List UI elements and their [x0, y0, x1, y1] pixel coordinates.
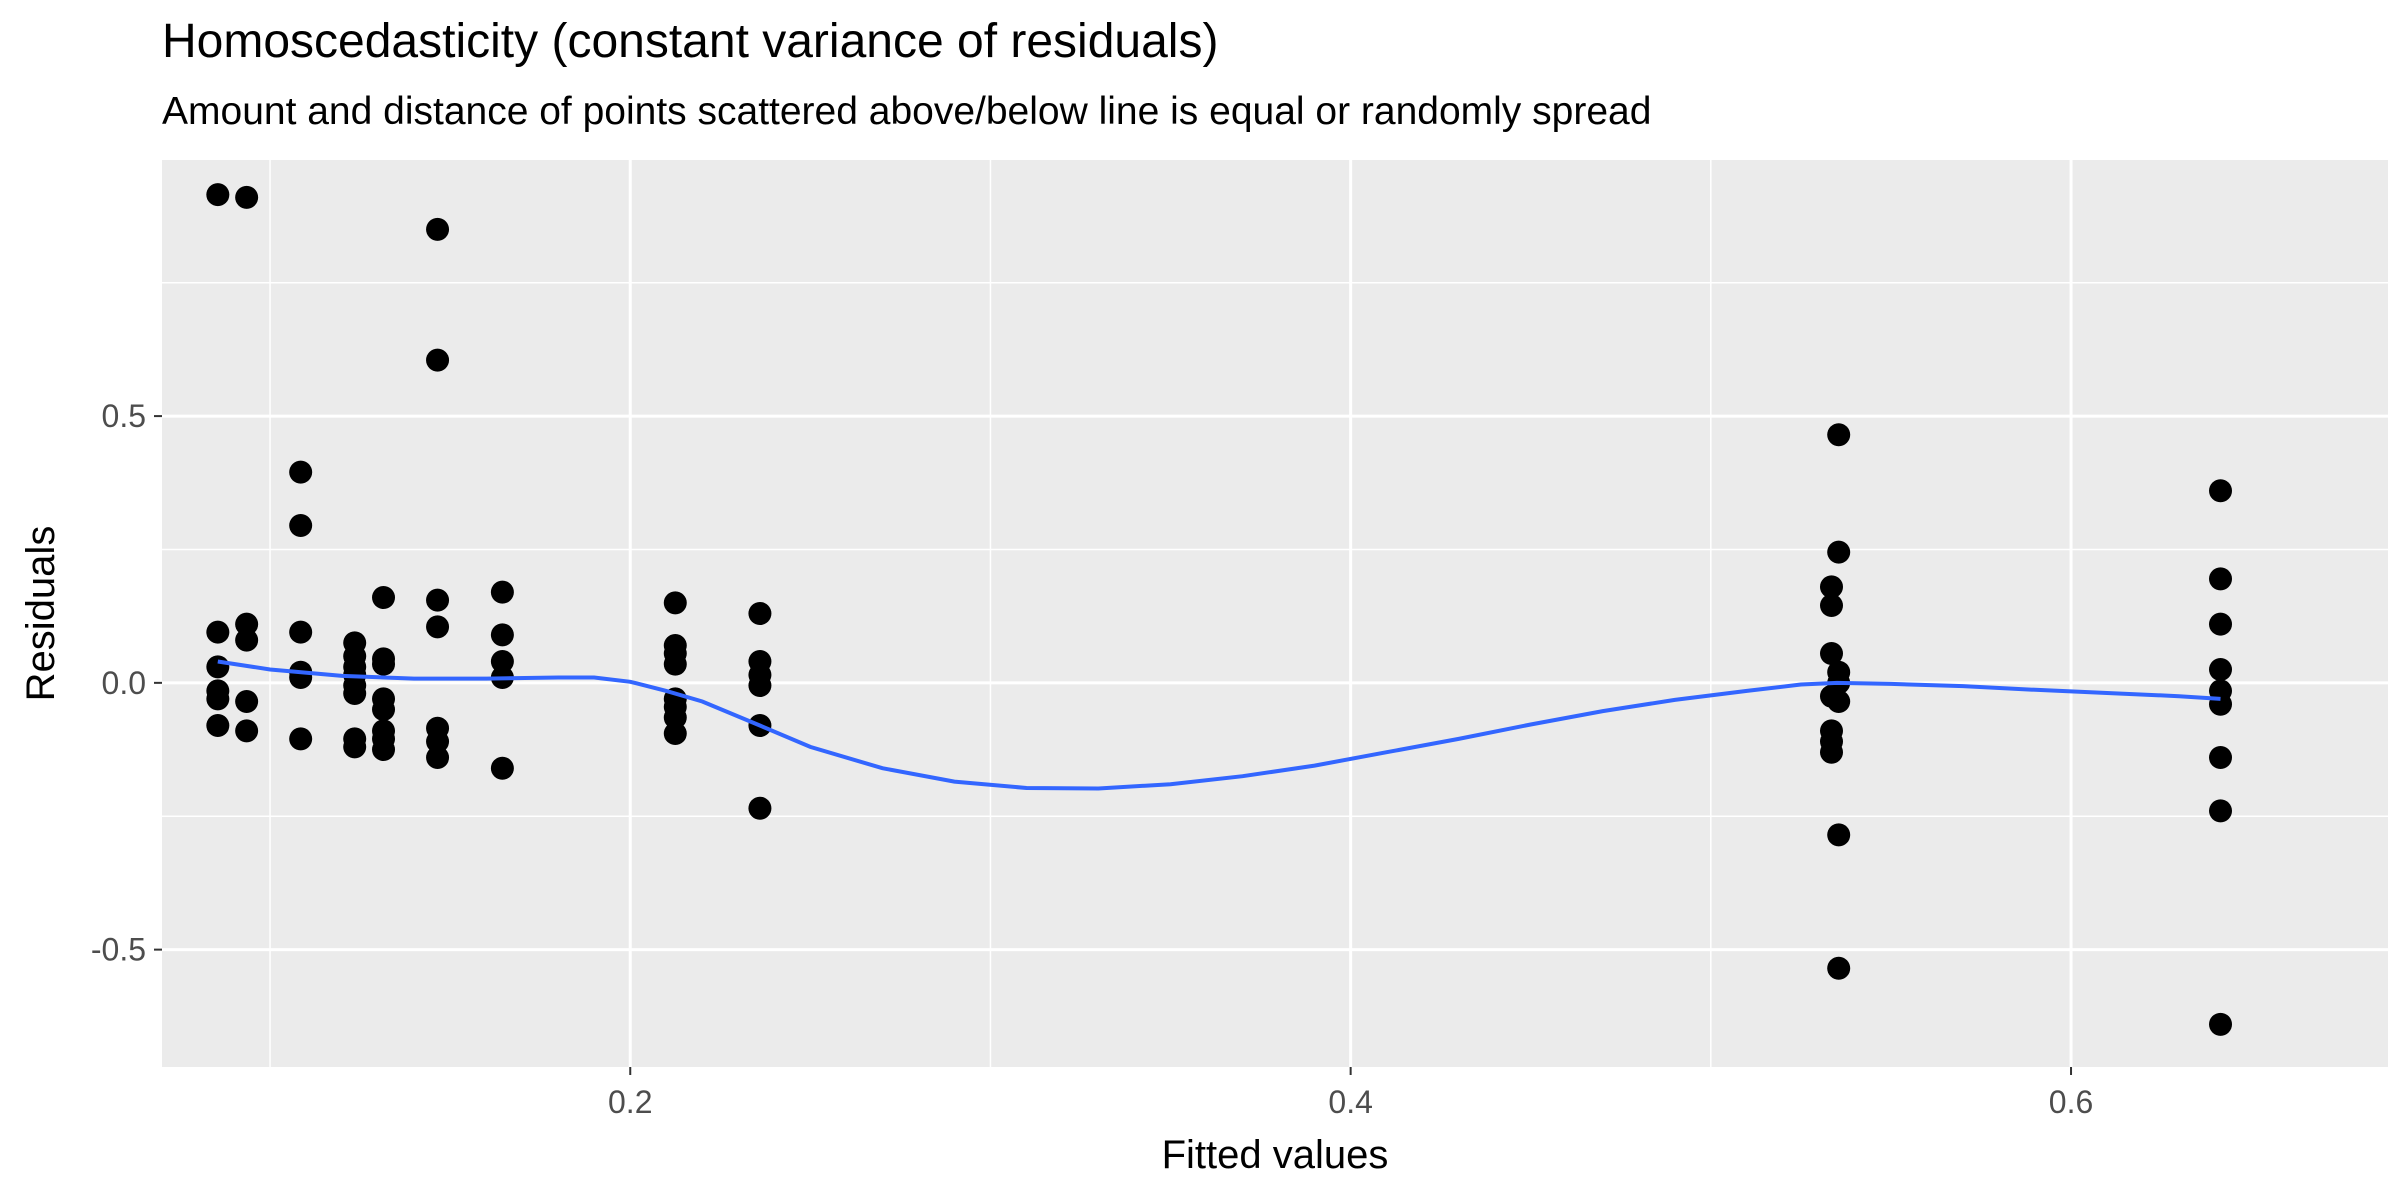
- data-point: [206, 687, 230, 711]
- data-point: [235, 690, 259, 714]
- x-axis-title: Fitted values: [1162, 1133, 1389, 1177]
- data-point: [426, 588, 450, 612]
- data-point: [1827, 690, 1851, 714]
- data-point: [2209, 567, 2233, 591]
- x-tick-label: 0.2: [608, 1084, 652, 1120]
- data-point: [490, 756, 514, 780]
- x-tick-label: 0.6: [2049, 1084, 2093, 1120]
- data-point: [1820, 575, 1843, 599]
- minor-gridlines: [162, 160, 2388, 1067]
- data-point: [2209, 692, 2233, 716]
- data-point: [2209, 1012, 2233, 1036]
- data-point: [2209, 612, 2233, 636]
- y-axis-ticks: -0.5 0.0 0.5: [91, 398, 162, 968]
- data-point: [426, 730, 450, 754]
- data-point: [748, 602, 772, 625]
- chart-title: Homoscedasticity (constant variance of r…: [162, 15, 1219, 68]
- data-point: [426, 348, 450, 372]
- data-point: [235, 719, 259, 743]
- data-point: [289, 727, 313, 751]
- data-point: [1827, 423, 1851, 447]
- data-point: [1827, 956, 1851, 980]
- data-point: [1820, 642, 1843, 666]
- data-point: [2209, 658, 2233, 682]
- x-axis-ticks: 0.2 0.4 0.6: [608, 1067, 2093, 1120]
- data-point: [748, 674, 772, 698]
- data-point: [289, 666, 313, 690]
- data-point: [289, 513, 313, 537]
- data-point: [372, 585, 396, 609]
- y-axis-title: Residuals: [19, 526, 63, 702]
- data-point: [2209, 799, 2233, 823]
- data-point: [663, 706, 687, 730]
- data-point: [663, 591, 687, 615]
- data-point: [343, 682, 367, 706]
- data-point: [1827, 823, 1851, 847]
- data-point: [663, 652, 687, 676]
- y-tick-label: 0.5: [102, 398, 146, 434]
- data-point: [1820, 593, 1843, 617]
- data-point: [289, 620, 313, 644]
- data-point: [2209, 746, 2233, 770]
- data-point: [2209, 479, 2233, 503]
- data-point: [1827, 540, 1851, 564]
- data-point: [490, 650, 514, 674]
- data-point: [206, 620, 230, 644]
- data-point: [1820, 740, 1843, 764]
- plot-panel: [162, 160, 2388, 1067]
- y-tick-label: -0.5: [91, 932, 146, 968]
- data-point: [289, 460, 313, 484]
- data-point: [663, 722, 687, 746]
- data-point: [372, 652, 396, 676]
- data-point: [206, 655, 230, 679]
- data-point: [235, 185, 259, 209]
- data-point: [235, 612, 259, 636]
- data-point: [748, 796, 772, 820]
- data-point: [426, 615, 450, 639]
- data-point: [372, 698, 396, 722]
- data-point: [490, 580, 514, 604]
- data-point: [343, 735, 367, 759]
- major-gridlines: [162, 160, 2388, 1067]
- x-tick-label: 0.4: [1328, 1084, 1372, 1120]
- data-point: [206, 183, 230, 207]
- chart-subtitle: Amount and distance of points scattered …: [162, 90, 1652, 133]
- data-point: [206, 714, 230, 738]
- data-point: [235, 628, 259, 652]
- data-point: [426, 746, 450, 770]
- data-point: [490, 623, 514, 647]
- data-point: [426, 217, 450, 241]
- data-point: [372, 738, 396, 762]
- y-tick-label: 0.0: [102, 665, 146, 701]
- loess-smooth-line: [217, 659, 2221, 791]
